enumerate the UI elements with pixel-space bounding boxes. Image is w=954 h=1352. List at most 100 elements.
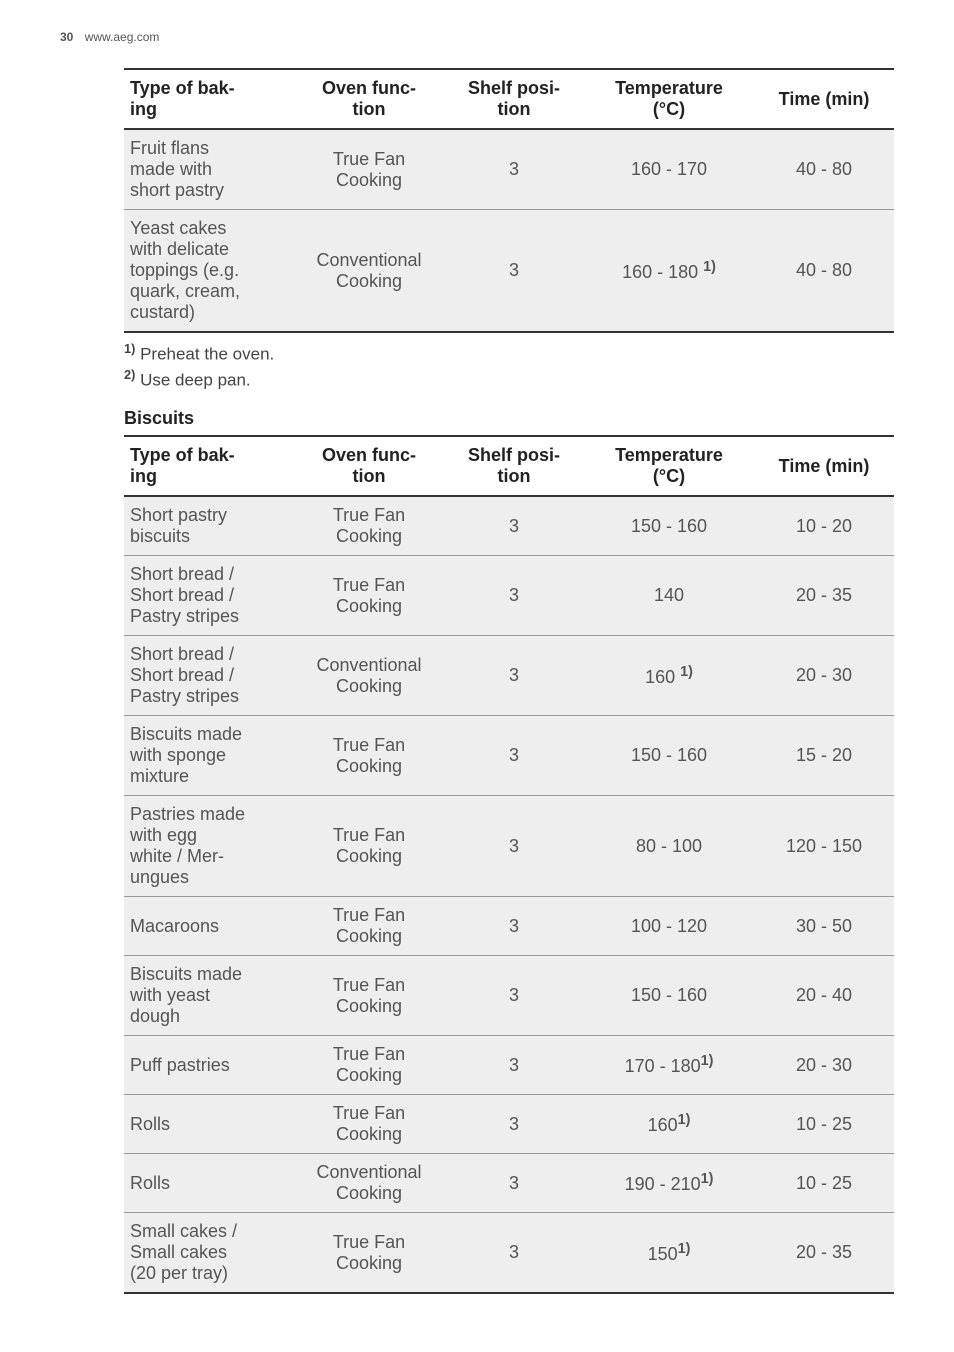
cell-type: Pastries made with egg white / Mer- ungu… <box>124 796 294 897</box>
footnote-text: Use deep pan. <box>135 370 250 389</box>
cell-shelf: 3 <box>444 1036 584 1095</box>
cell-type: Puff pastries <box>124 1036 294 1095</box>
footnote: 1) Preheat the oven. <box>124 341 894 365</box>
table-row: Short bread / Short bread / Pastry strip… <box>124 636 894 716</box>
table-row: Small cakes / Small cakes (20 per tray)T… <box>124 1213 894 1294</box>
table-row: Fruit flans made with short pastryTrue F… <box>124 129 894 210</box>
cell-temp: 150 - 160 <box>584 956 754 1036</box>
page-number: 30 <box>60 30 73 44</box>
col-temp: Temperature (°C) <box>584 436 754 496</box>
cell-function: True Fan Cooking <box>294 1036 444 1095</box>
cell-time: 20 - 40 <box>754 956 894 1036</box>
table-header-row: Type of bak- ing Oven func- tion Shelf p… <box>124 69 894 129</box>
cell-temp: 190 - 2101) <box>584 1154 754 1213</box>
cell-shelf: 3 <box>444 210 584 333</box>
cell-temp: 1601) <box>584 1095 754 1154</box>
col-func: Oven func- tion <box>294 436 444 496</box>
col-temp: Temperature (°C) <box>584 69 754 129</box>
cell-type: Short pastry biscuits <box>124 496 294 556</box>
col-shelf: Shelf posi- tion <box>444 436 584 496</box>
cell-temp: 150 - 160 <box>584 496 754 556</box>
footnote-mark: 1) <box>680 664 693 680</box>
footnote-mark: 1) <box>703 259 716 275</box>
col-type: Type of bak- ing <box>124 436 294 496</box>
cell-type: Small cakes / Small cakes (20 per tray) <box>124 1213 294 1294</box>
table-row: Short bread / Short bread / Pastry strip… <box>124 556 894 636</box>
col-time: Time (min) <box>754 436 894 496</box>
cell-time: 10 - 25 <box>754 1095 894 1154</box>
table-row: Pastries made with egg white / Mer- ungu… <box>124 796 894 897</box>
table-row: Puff pastriesTrue Fan Cooking3170 - 1801… <box>124 1036 894 1095</box>
cell-function: True Fan Cooking <box>294 796 444 897</box>
cell-function: Conventional Cooking <box>294 210 444 333</box>
cell-temp: 170 - 1801) <box>584 1036 754 1095</box>
cell-shelf: 3 <box>444 1154 584 1213</box>
footnote-text: Preheat the oven. <box>135 345 274 364</box>
page-url: www.aeg.com <box>85 30 160 44</box>
cell-time: 20 - 35 <box>754 1213 894 1294</box>
footnote-mark: 1) <box>701 1053 714 1069</box>
footnote-mark: 1) <box>678 1112 691 1128</box>
cell-time: 20 - 30 <box>754 636 894 716</box>
cell-time: 120 - 150 <box>754 796 894 897</box>
cell-type: Rolls <box>124 1154 294 1213</box>
cell-temp: 160 - 180 1) <box>584 210 754 333</box>
baking-table-2: Type of bak- ing Oven func- tion Shelf p… <box>124 435 894 1294</box>
table-row: Short pastry biscuitsTrue Fan Cooking315… <box>124 496 894 556</box>
table-row: Biscuits made with sponge mixtureTrue Fa… <box>124 716 894 796</box>
cell-shelf: 3 <box>444 636 584 716</box>
cell-time: 20 - 35 <box>754 556 894 636</box>
cell-time: 10 - 25 <box>754 1154 894 1213</box>
cell-type: Short bread / Short bread / Pastry strip… <box>124 636 294 716</box>
cell-function: True Fan Cooking <box>294 556 444 636</box>
table-row: RollsConventional Cooking3190 - 2101)10 … <box>124 1154 894 1213</box>
cell-function: True Fan Cooking <box>294 129 444 210</box>
cell-type: Macaroons <box>124 897 294 956</box>
cell-shelf: 3 <box>444 496 584 556</box>
cell-shelf: 3 <box>444 1095 584 1154</box>
cell-type: Biscuits made with yeast dough <box>124 956 294 1036</box>
col-type: Type of bak- ing <box>124 69 294 129</box>
cell-temp: 160 1) <box>584 636 754 716</box>
cell-time: 40 - 80 <box>754 210 894 333</box>
baking-table-1: Type of bak- ing Oven func- tion Shelf p… <box>124 68 894 333</box>
footnote: 2) Use deep pan. <box>124 367 894 391</box>
cell-temp: 100 - 120 <box>584 897 754 956</box>
cell-type: Yeast cakes with delicate toppings (e.g.… <box>124 210 294 333</box>
page-header: 30 www.aeg.com <box>60 30 894 44</box>
cell-function: True Fan Cooking <box>294 496 444 556</box>
cell-temp: 140 <box>584 556 754 636</box>
cell-shelf: 3 <box>444 1213 584 1294</box>
cell-function: True Fan Cooking <box>294 1095 444 1154</box>
table-row: RollsTrue Fan Cooking31601)10 - 25 <box>124 1095 894 1154</box>
table1-footnotes: 1) Preheat the oven.2) Use deep pan. <box>124 341 894 390</box>
cell-shelf: 3 <box>444 556 584 636</box>
cell-time: 15 - 20 <box>754 716 894 796</box>
cell-function: Conventional Cooking <box>294 636 444 716</box>
cell-type: Fruit flans made with short pastry <box>124 129 294 210</box>
footnote-mark: 1) <box>701 1171 714 1187</box>
cell-function: True Fan Cooking <box>294 716 444 796</box>
cell-function: True Fan Cooking <box>294 956 444 1036</box>
footnote-mark: 1) <box>124 341 135 356</box>
cell-function: True Fan Cooking <box>294 897 444 956</box>
cell-type: Rolls <box>124 1095 294 1154</box>
footnote-mark: 2) <box>124 367 135 382</box>
cell-temp: 1501) <box>584 1213 754 1294</box>
table-header-row: Type of bak- ing Oven func- tion Shelf p… <box>124 436 894 496</box>
cell-function: Conventional Cooking <box>294 1154 444 1213</box>
col-shelf: Shelf posi- tion <box>444 69 584 129</box>
table-row: Biscuits made with yeast doughTrue Fan C… <box>124 956 894 1036</box>
cell-time: 20 - 30 <box>754 1036 894 1095</box>
cell-type: Short bread / Short bread / Pastry strip… <box>124 556 294 636</box>
cell-temp: 80 - 100 <box>584 796 754 897</box>
cell-time: 10 - 20 <box>754 496 894 556</box>
biscuits-heading: Biscuits <box>124 408 894 429</box>
table-row: Yeast cakes with delicate toppings (e.g.… <box>124 210 894 333</box>
cell-shelf: 3 <box>444 129 584 210</box>
cell-shelf: 3 <box>444 897 584 956</box>
cell-time: 30 - 50 <box>754 897 894 956</box>
table-row: MacaroonsTrue Fan Cooking3100 - 12030 - … <box>124 897 894 956</box>
cell-temp: 150 - 160 <box>584 716 754 796</box>
col-time: Time (min) <box>754 69 894 129</box>
